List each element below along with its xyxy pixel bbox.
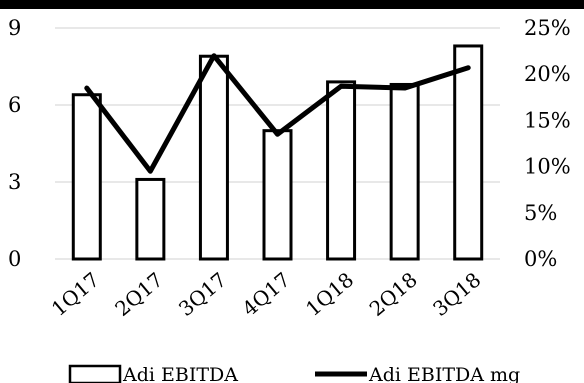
bar	[262, 129, 293, 261]
legend-label-adi-ebitda: Adi EBITDA	[122, 364, 238, 383]
top-band	[0, 0, 584, 9]
bar	[71, 93, 102, 261]
bar	[135, 177, 166, 261]
bar	[198, 54, 229, 261]
left-tick-label: 0	[8, 247, 21, 271]
left-axis-ticks: 0 3 6 9	[8, 16, 21, 271]
left-tick-label: 3	[8, 170, 21, 194]
right-tick-label: 20%	[524, 62, 571, 86]
series-line	[84, 53, 471, 174]
x-axis-categories: 1Q17 2Q17 3Q17 4Q17 1Q18 2Q18 3Q18	[47, 267, 486, 320]
bar	[326, 80, 357, 261]
bar	[389, 82, 420, 261]
left-tick-label: 9	[8, 16, 21, 40]
left-tick-label: 6	[8, 93, 21, 117]
right-tick-label: 15%	[524, 108, 571, 132]
legend-swatch-bar	[68, 364, 122, 383]
right-axis-ticks: 0% 5% 10% 15% 20% 25%	[524, 16, 571, 271]
right-tick-label: 0%	[524, 247, 557, 271]
right-tick-label: 5%	[524, 201, 557, 225]
right-tick-label: 25%	[524, 16, 571, 40]
line-series-adi-ebitda-mg	[84, 53, 471, 174]
category-label: 4Q17	[237, 267, 294, 320]
legend: Adi EBITDA Adi EBITDA mg	[68, 364, 520, 383]
right-tick-label: 10%	[524, 155, 571, 179]
bar-series-adi-ebitda	[71, 44, 484, 261]
category-label: 3Q17	[174, 267, 231, 320]
category-label: 2Q17	[110, 267, 167, 320]
bar	[453, 44, 484, 261]
category-label: 2Q18	[365, 267, 422, 320]
category-label: 3Q18	[428, 267, 485, 320]
category-label: 1Q18	[301, 267, 358, 320]
category-label: 1Q17	[47, 267, 104, 320]
legend-label-adi-ebitda-mg: Adi EBITDA mg	[368, 364, 520, 383]
